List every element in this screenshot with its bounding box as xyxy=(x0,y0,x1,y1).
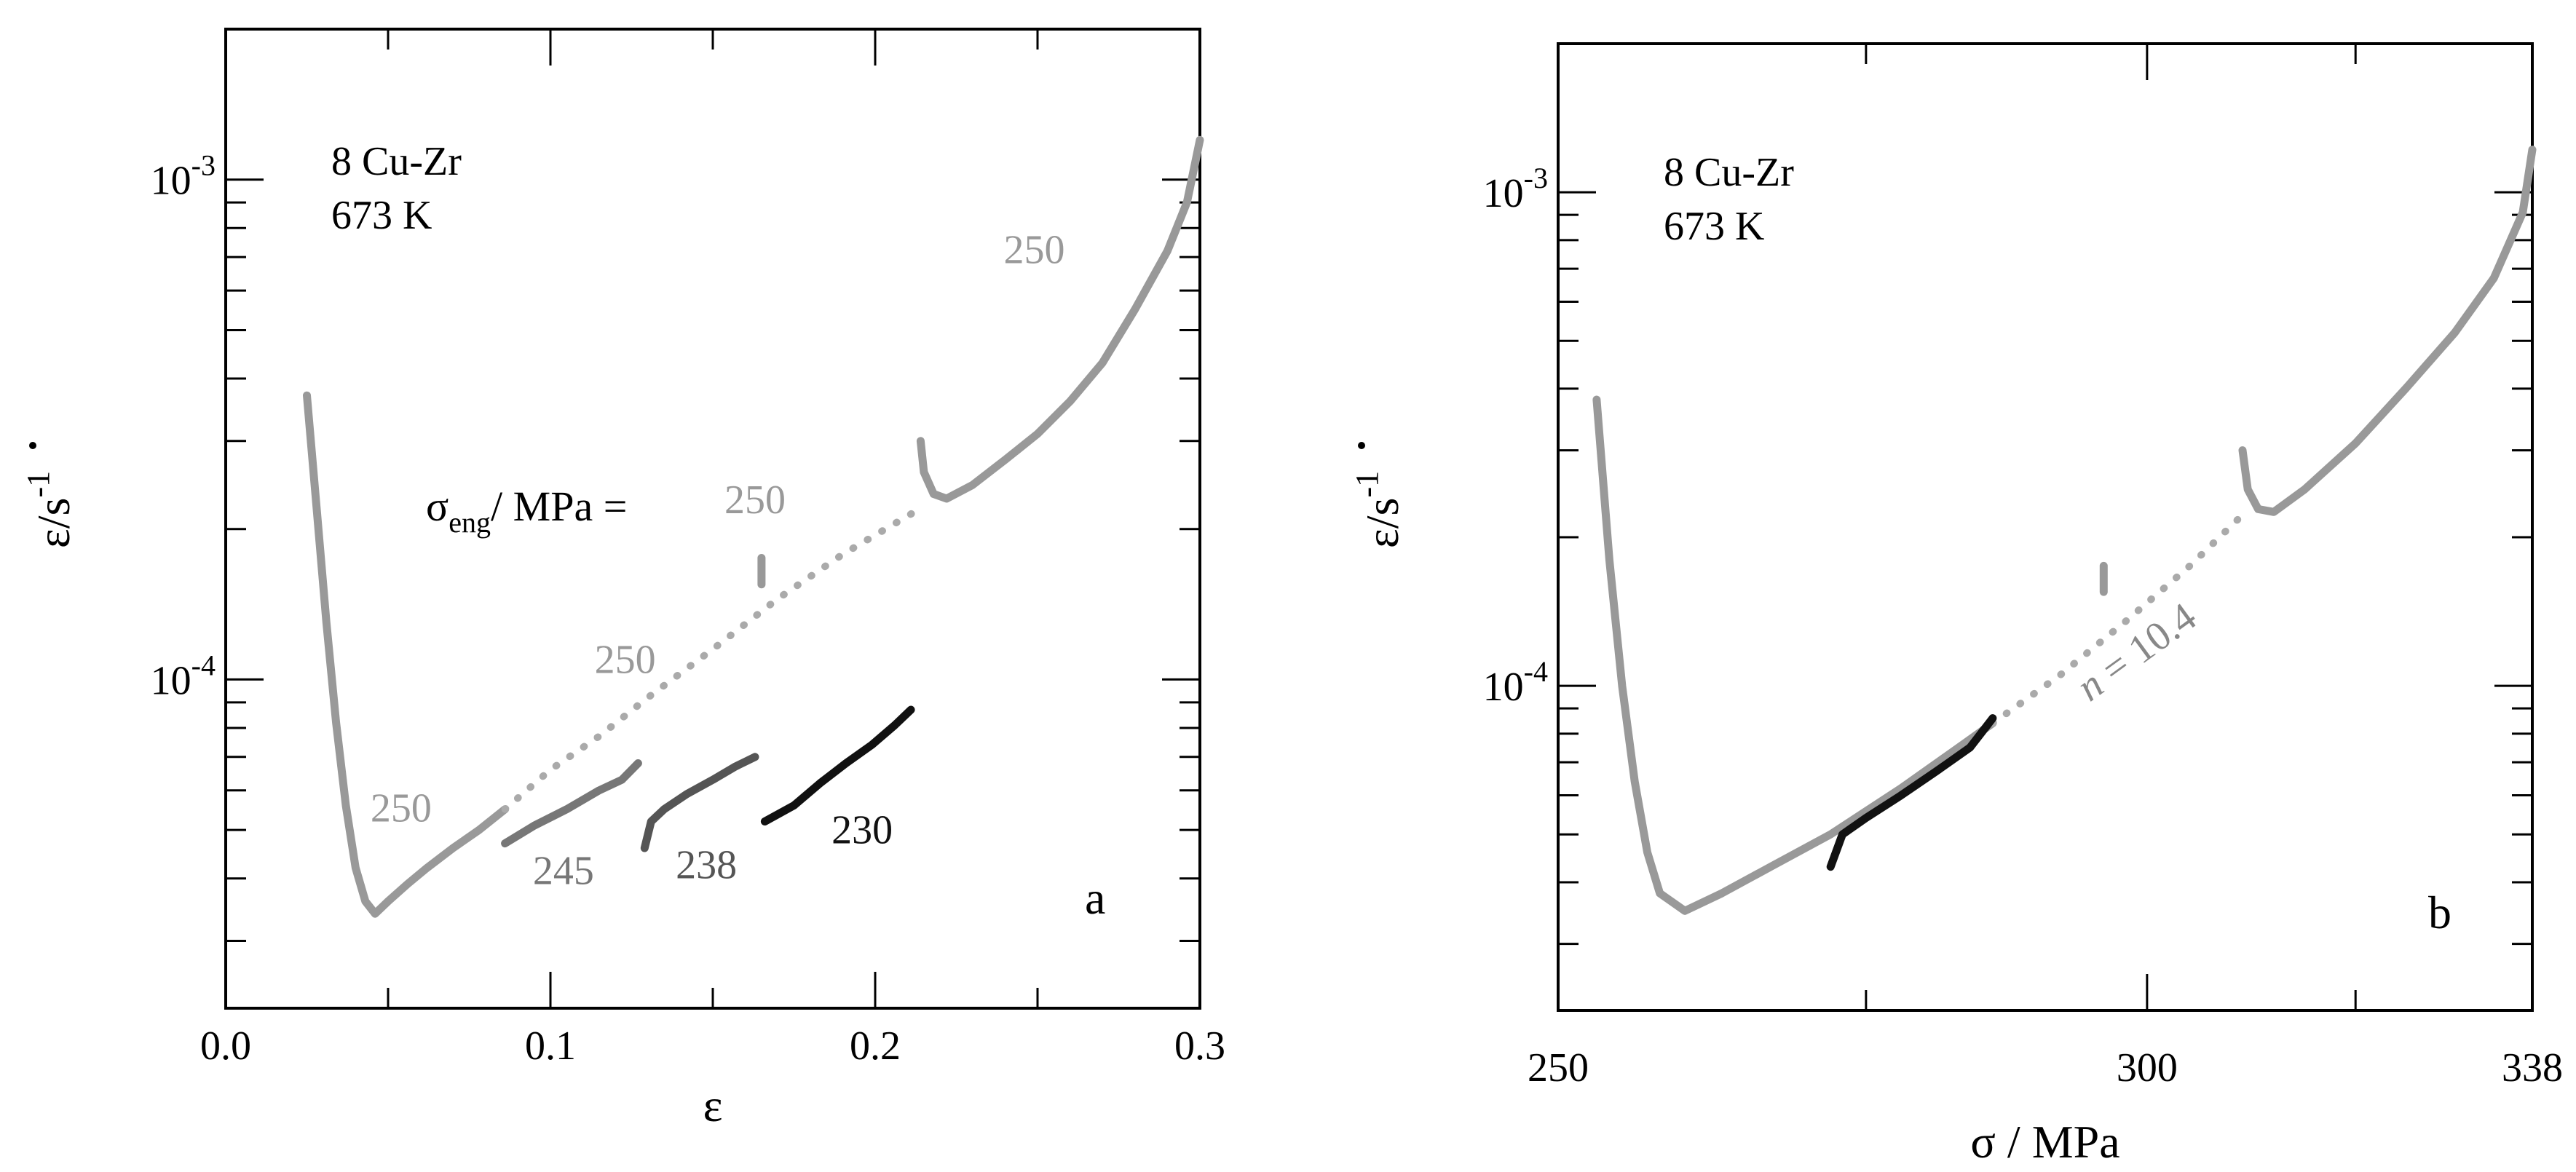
data-series-line xyxy=(1826,714,1997,871)
x-tick-label: 300 xyxy=(2117,1045,2178,1090)
panel-letter: a xyxy=(1085,872,1105,924)
data-series-line xyxy=(501,759,642,848)
data-series-line xyxy=(1592,395,1997,915)
data-series-line xyxy=(760,705,915,825)
y-axis-unit: /s xyxy=(28,498,79,529)
material-annotation: 673 K xyxy=(331,193,432,238)
y-tick-label: 10-3 xyxy=(151,149,216,204)
y-axis-label: ε/s-1 xyxy=(1349,471,1408,548)
y-tick-exponent: -3 xyxy=(1524,162,1548,194)
y-tick-exponent: -4 xyxy=(191,649,216,681)
x-axis-label: σ / MPa xyxy=(1970,1116,2119,1168)
y-tick-label: 10-4 xyxy=(151,649,216,703)
y-tick-base: 10 xyxy=(1483,171,1524,216)
data-series-line xyxy=(1988,511,2246,727)
y-tick-base: 10 xyxy=(151,658,191,703)
data-series-line xyxy=(501,504,925,813)
data-series-line xyxy=(2238,146,2537,516)
y-axis-label: ε/s-1 xyxy=(20,471,79,548)
material-annotation: 673 K xyxy=(1664,204,1764,249)
x-axis-label: ε xyxy=(703,1080,723,1131)
y-axis-exponent: -1 xyxy=(20,471,56,498)
data-series-line xyxy=(916,135,1204,503)
y-tick-label: 10-3 xyxy=(1483,162,1548,216)
stress-unit: / MPa = xyxy=(491,483,627,530)
y-axis-exponent: -1 xyxy=(1349,471,1385,498)
y-tick-label: 10-4 xyxy=(1483,655,1548,710)
x-tick-label: 338 xyxy=(2502,1045,2563,1090)
y-tick-base: 10 xyxy=(151,159,191,204)
y-axis-unit: /s xyxy=(1356,498,1408,529)
plot-frame xyxy=(1557,42,2534,1012)
stress-legend-label: σeng/ MPa = xyxy=(426,483,627,539)
y-tick-exponent: -4 xyxy=(1524,655,1548,688)
panel-letter: b xyxy=(2428,887,2451,938)
material-annotation: 8 Cu-Zr xyxy=(331,139,462,184)
stress-label: 245 xyxy=(533,848,594,893)
fit-value: = 10.4 xyxy=(2085,594,2205,698)
y-axis-symbol: ε xyxy=(28,528,79,548)
stress-label: 250 xyxy=(371,785,432,831)
y-tick-exponent: -3 xyxy=(191,149,216,182)
material-annotation: 8 Cu-Zr xyxy=(1664,150,1794,195)
y-axis-dot xyxy=(1358,442,1365,449)
stress-label: 250 xyxy=(1004,228,1065,273)
x-tick-label: 0.3 xyxy=(1174,1023,1225,1069)
data-series-line xyxy=(640,753,759,852)
y-axis-symbol: ε xyxy=(1356,528,1408,548)
stress-symbol: σ xyxy=(426,483,449,530)
stress-label: 250 xyxy=(724,478,786,523)
stress-label: 238 xyxy=(676,843,737,888)
x-tick-label: 0.1 xyxy=(525,1023,576,1069)
x-tick-label: 0.2 xyxy=(850,1023,901,1069)
stress-label: 230 xyxy=(831,808,893,853)
data-series-line xyxy=(303,391,510,918)
x-tick-label: 250 xyxy=(1528,1045,1589,1090)
x-tick-label: 0.0 xyxy=(200,1023,251,1069)
stress-label: 250 xyxy=(595,638,656,683)
y-tick-base: 10 xyxy=(1483,665,1524,710)
stress-subscript: eng xyxy=(449,506,491,539)
y-axis-dot xyxy=(29,442,36,449)
